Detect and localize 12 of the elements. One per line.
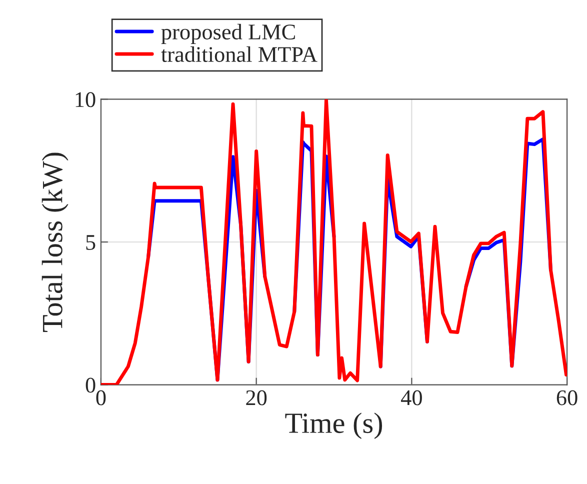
y-tick-label: 0 <box>86 378 96 393</box>
x-tick-label: 0 <box>96 390 106 406</box>
legend-label: proposed LMC <box>161 24 295 44</box>
line-series <box>100 99 568 385</box>
x-tick-label: 40 <box>401 390 422 406</box>
y-axis-title: Total loss (kW) <box>42 152 68 332</box>
legend-label: traditional MTPA <box>161 46 318 62</box>
y-tick-label: 10 <box>76 92 96 108</box>
x-axis-title: Time (s) <box>285 412 382 440</box>
x-tick-label: 60 <box>556 390 578 406</box>
y-tick-label: 5 <box>86 235 96 250</box>
x-tick-label: 20 <box>246 390 267 406</box>
